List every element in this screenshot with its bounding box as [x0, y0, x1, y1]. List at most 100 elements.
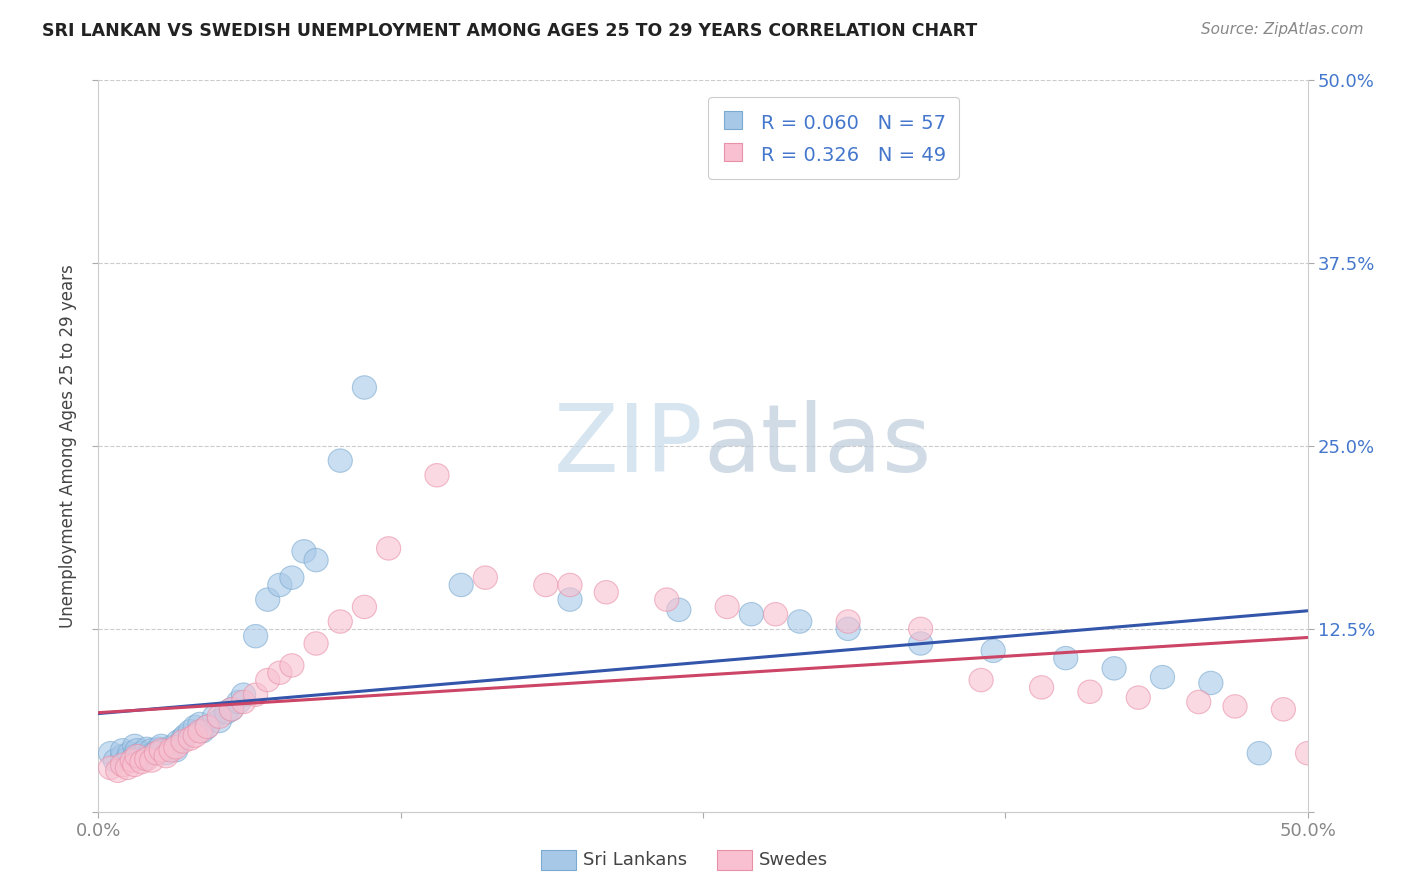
Ellipse shape: [1247, 741, 1271, 765]
Ellipse shape: [207, 705, 232, 729]
Ellipse shape: [449, 574, 474, 597]
Ellipse shape: [122, 753, 146, 777]
Ellipse shape: [328, 610, 353, 633]
Legend: R = 0.060   N = 57, R = 0.326   N = 49: R = 0.060 N = 57, R = 0.326 N = 49: [709, 97, 959, 179]
Ellipse shape: [353, 376, 377, 400]
Ellipse shape: [595, 581, 619, 604]
Ellipse shape: [716, 595, 740, 619]
Ellipse shape: [243, 624, 267, 648]
Ellipse shape: [142, 741, 166, 765]
Ellipse shape: [908, 617, 932, 640]
Ellipse shape: [195, 715, 219, 739]
Ellipse shape: [304, 632, 328, 656]
Ellipse shape: [328, 449, 353, 473]
Ellipse shape: [1295, 741, 1320, 765]
Ellipse shape: [763, 602, 787, 626]
Ellipse shape: [103, 748, 128, 772]
Ellipse shape: [111, 739, 135, 762]
Ellipse shape: [155, 745, 179, 768]
Ellipse shape: [129, 741, 155, 765]
Ellipse shape: [163, 736, 188, 759]
Ellipse shape: [120, 748, 145, 772]
Ellipse shape: [280, 654, 304, 677]
Ellipse shape: [267, 661, 292, 684]
Ellipse shape: [183, 715, 207, 739]
Ellipse shape: [188, 712, 212, 736]
Ellipse shape: [111, 753, 135, 777]
Ellipse shape: [179, 727, 202, 750]
Ellipse shape: [135, 737, 159, 761]
Ellipse shape: [98, 756, 122, 780]
Ellipse shape: [215, 700, 239, 724]
Ellipse shape: [534, 574, 558, 597]
Ellipse shape: [125, 739, 149, 762]
Ellipse shape: [111, 745, 135, 768]
Ellipse shape: [195, 715, 219, 739]
Ellipse shape: [202, 705, 226, 729]
Ellipse shape: [172, 727, 195, 750]
Ellipse shape: [172, 730, 195, 753]
Ellipse shape: [1078, 680, 1102, 704]
Ellipse shape: [1102, 657, 1126, 680]
Ellipse shape: [149, 734, 173, 757]
Ellipse shape: [558, 574, 582, 597]
Ellipse shape: [226, 690, 250, 714]
Ellipse shape: [219, 698, 243, 721]
Ellipse shape: [163, 739, 188, 762]
Ellipse shape: [740, 602, 763, 626]
Ellipse shape: [1029, 675, 1053, 699]
Ellipse shape: [207, 709, 232, 732]
Ellipse shape: [837, 610, 860, 633]
Ellipse shape: [1053, 647, 1078, 670]
Ellipse shape: [256, 588, 280, 611]
Ellipse shape: [969, 668, 993, 692]
Ellipse shape: [152, 739, 176, 762]
Ellipse shape: [219, 698, 243, 721]
Ellipse shape: [135, 745, 159, 768]
Ellipse shape: [190, 720, 215, 743]
Ellipse shape: [655, 588, 679, 611]
Ellipse shape: [232, 683, 256, 706]
Ellipse shape: [377, 537, 401, 560]
Ellipse shape: [474, 566, 498, 590]
Text: Source: ZipAtlas.com: Source: ZipAtlas.com: [1201, 22, 1364, 37]
Ellipse shape: [267, 574, 292, 597]
Ellipse shape: [304, 549, 328, 572]
Ellipse shape: [425, 464, 449, 487]
Ellipse shape: [139, 739, 163, 762]
Ellipse shape: [1150, 665, 1174, 689]
Ellipse shape: [666, 599, 690, 622]
Ellipse shape: [115, 756, 139, 780]
Text: Swedes: Swedes: [759, 851, 828, 869]
Ellipse shape: [1199, 672, 1223, 695]
Ellipse shape: [122, 734, 146, 757]
Ellipse shape: [1126, 686, 1150, 709]
Ellipse shape: [128, 746, 152, 769]
Ellipse shape: [1187, 690, 1211, 714]
Ellipse shape: [98, 741, 122, 765]
Ellipse shape: [146, 737, 172, 761]
Ellipse shape: [118, 741, 142, 765]
Y-axis label: Unemployment Among Ages 25 to 29 years: Unemployment Among Ages 25 to 29 years: [59, 264, 77, 628]
Ellipse shape: [155, 741, 179, 765]
Ellipse shape: [132, 747, 156, 771]
Ellipse shape: [159, 736, 183, 759]
Ellipse shape: [159, 739, 183, 762]
Ellipse shape: [139, 748, 163, 772]
Ellipse shape: [558, 588, 582, 611]
Ellipse shape: [179, 720, 202, 743]
Ellipse shape: [280, 566, 304, 590]
Ellipse shape: [837, 617, 860, 640]
Ellipse shape: [173, 724, 198, 747]
Ellipse shape: [166, 730, 190, 753]
Ellipse shape: [787, 610, 811, 633]
Ellipse shape: [256, 668, 280, 692]
Ellipse shape: [243, 683, 267, 706]
Ellipse shape: [115, 747, 139, 771]
Ellipse shape: [908, 632, 932, 656]
Text: Sri Lankans: Sri Lankans: [583, 851, 688, 869]
Ellipse shape: [145, 741, 169, 765]
Ellipse shape: [1271, 698, 1295, 721]
Text: atlas: atlas: [703, 400, 931, 492]
Ellipse shape: [981, 639, 1005, 663]
